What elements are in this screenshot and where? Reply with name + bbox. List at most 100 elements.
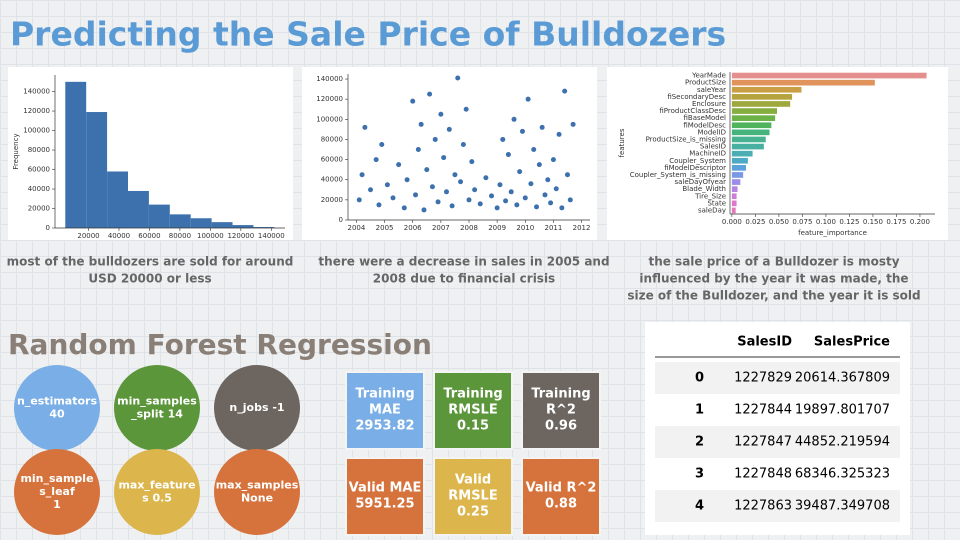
point [413,192,419,198]
bar [107,171,128,228]
metric-text: Valid MAE [349,481,422,496]
param-circle [114,365,200,451]
caption: there were a decrease in sales in 2005 a… [318,255,609,269]
x-tick-label: 2010 [516,224,534,232]
y-tick-label: 120000 [23,107,50,115]
point [401,205,407,211]
point [542,192,548,198]
param-text: 1 [53,498,61,511]
x-tick-label: 2005 [376,224,394,232]
table-cell: 1227847 [734,435,792,450]
metric-text: MAE [369,403,401,418]
metric-box [345,457,425,536]
x-tick-label: 0.100 [816,218,836,226]
point [410,98,416,104]
y-tick-label: 140000 [23,88,50,96]
panel [302,67,597,240]
metric-text: 5951.25 [355,497,414,512]
x-tick-label: 0.125 [839,218,859,226]
y-tick-label: saleDay [698,206,726,214]
table-cell: 68346.325323 [795,467,890,482]
metric-text: Training [355,387,414,402]
point [396,162,402,168]
metric-text: 0.88 [545,497,577,512]
y-tick-label: 100000 [23,127,50,135]
x-tick-label: 2006 [404,224,422,232]
param-text: s 0.5 [142,492,172,505]
x-tick-label: 20000 [77,232,99,240]
point [570,121,576,127]
point [548,200,554,206]
bar [731,200,737,207]
bar [731,94,793,100]
param-circle [214,365,300,451]
point [466,197,472,203]
x-tick-label: 140000 [258,232,285,240]
param-text: max_samples [216,479,299,492]
point [368,187,374,193]
bar [731,79,875,86]
point [384,182,390,188]
point [424,167,430,173]
point [514,202,520,208]
x-tick-label: 2004 [348,224,366,232]
bar [731,193,737,200]
point [449,203,455,209]
point [534,204,540,210]
y-tick-label: ModelID [698,128,726,136]
param-text: _split 14 [131,408,183,421]
bar [190,218,212,228]
table-header: SalesPrice [814,335,890,350]
y-tick-label: Coupler_System_is_missing [630,171,726,179]
point [458,179,464,185]
bar [731,122,772,129]
x-tick-label: 120000 [227,232,254,240]
bar [169,214,191,228]
table-cell: 1227844 [734,403,792,418]
point [497,182,503,188]
point [379,141,385,147]
metric-text: Valid [455,473,491,488]
y-tick-label: 20000 [28,205,50,213]
table-cell: 1227829 [734,371,792,386]
metric-text: 0.96 [545,419,577,434]
x-axis-label: feature_importance [798,229,867,237]
point [494,205,500,211]
x-tick-label: 2011 [545,224,563,232]
point [567,197,573,203]
table-stripe [655,426,900,458]
param-text: min_samples [117,395,197,408]
bar [65,81,87,228]
y-tick-label: ProductSize [685,79,726,87]
caption: USD 20000 or less [88,272,211,286]
point [531,147,537,153]
section-title: Random Forest Regression [8,328,432,361]
table-cell: 0 [695,371,704,386]
metric-text: Training [531,387,590,402]
param-circle [14,365,100,451]
y-tick-label: 80000 [321,135,343,143]
y-tick-label: 40000 [28,185,50,193]
param-circle [14,449,100,535]
y-tick-label: 0 [46,224,50,232]
point [539,124,545,130]
point [508,189,514,195]
metric-text: Valid R^2 [526,481,597,496]
param-text: 40 [49,408,65,421]
y-tick-label: MachineID [689,150,726,158]
y-tick-label: 60000 [321,156,343,164]
point [438,111,444,117]
point [528,181,534,187]
y-tick-label: fiModelDescriptor [664,164,726,172]
x-tick-label: 2009 [488,224,506,232]
x-tick-label: 0.025 [745,218,765,226]
param-text: max_feature [118,479,195,492]
bar [253,227,275,228]
title: Predicting the Sale Price of Bulldozers [10,15,726,54]
point [435,199,441,205]
table-cell: 4 [695,499,704,514]
y-tick-label: 80000 [28,146,50,154]
bar [731,186,738,192]
caption: most of the bulldozers are sold for arou… [7,255,294,269]
y-tick-label: fiProductClassDesc [659,107,726,115]
